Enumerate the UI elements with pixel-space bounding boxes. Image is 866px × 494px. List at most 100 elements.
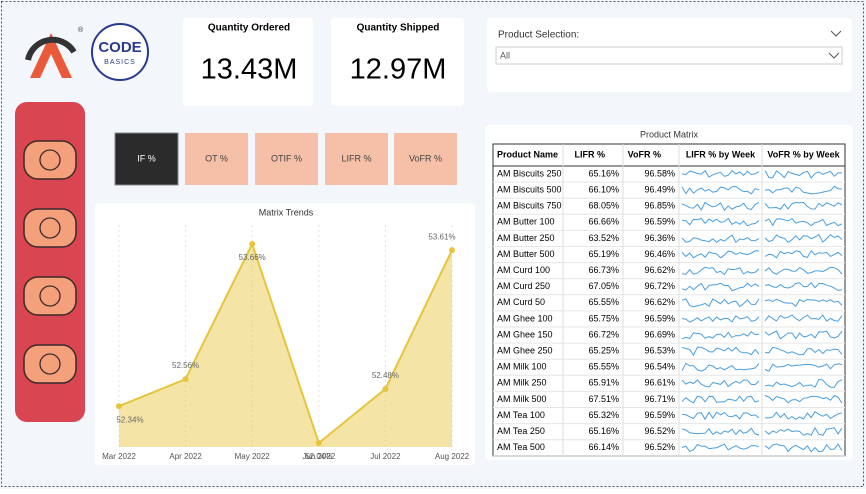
table-cell: AM Biscuits 500 [497, 185, 562, 195]
table-cell: 65.16% [588, 426, 619, 436]
sparkline [681, 411, 760, 421]
dropdown-chevron[interactable] [828, 52, 840, 59]
table-cell: 65.55% [588, 362, 619, 372]
point [249, 241, 256, 247]
nav-icon [39, 149, 61, 171]
metric-button-label: OT % [205, 153, 228, 163]
sparkline [764, 330, 843, 340]
sparkline [681, 315, 760, 323]
sparkline [681, 185, 760, 195]
table-cell: 65.19% [588, 249, 619, 259]
sparkline [681, 169, 760, 178]
slicer-value: All [500, 50, 510, 60]
table-cell: AM Butter 250 [497, 233, 555, 243]
point [449, 247, 455, 254]
data-label: 53.66% [239, 253, 266, 262]
table-cell: 65.32% [588, 410, 619, 420]
sparkline [681, 217, 760, 227]
sparkline [764, 411, 843, 420]
nav-icon [39, 285, 61, 307]
nav-icon [39, 217, 61, 239]
sparkline [764, 266, 843, 275]
point [382, 385, 389, 392]
svg-text:®: ® [78, 26, 84, 34]
logo-text: CODE [98, 39, 141, 56]
sparkline [764, 346, 843, 356]
sparkline [681, 201, 760, 212]
column-header: LIFR % [575, 149, 606, 159]
x-tick-label: May 2022 [235, 452, 271, 461]
table-cell: 96.49% [644, 185, 675, 195]
sparkline [764, 363, 843, 372]
table-cell: 66.14% [588, 442, 619, 452]
metric-button[interactable] [114, 132, 179, 186]
slicer-dropdown[interactable] [495, 46, 843, 65]
sparkline [764, 426, 843, 436]
table-cell: 65.16% [588, 168, 619, 178]
data-label: 52.04% [305, 452, 332, 461]
sparkline [764, 249, 843, 259]
sparkline [681, 427, 760, 436]
table-cell: 66.73% [588, 265, 619, 275]
sparkline [764, 170, 842, 179]
table-cell: 96.85% [644, 201, 675, 211]
table-cell: 96.52% [644, 426, 675, 436]
point [182, 376, 189, 383]
sparkline [764, 314, 843, 322]
metric-button[interactable] [394, 133, 457, 185]
point [116, 403, 122, 410]
table-cell: 66.72% [588, 329, 619, 339]
nav-button[interactable] [23, 276, 77, 316]
metric-button[interactable] [185, 133, 248, 185]
table-cell: AM Tea 250 [497, 426, 545, 436]
sparkline [681, 379, 760, 388]
metric-button-label: OTIF % [271, 153, 302, 163]
column-header: VoFR % [628, 149, 661, 159]
nav-button[interactable] [23, 208, 77, 248]
metric-button[interactable] [325, 133, 388, 185]
data-label: 52.34% [116, 415, 143, 424]
sparkline [681, 362, 760, 372]
table-cell: 96.59% [644, 313, 675, 323]
x-tick-label: Mar 2022 [102, 452, 136, 461]
table-cell: 65.25% [588, 346, 619, 356]
sparkline [764, 378, 843, 388]
sparkline [764, 443, 843, 453]
slicer-chevron[interactable] [830, 30, 842, 37]
nav-button[interactable] [23, 344, 77, 384]
table-cell: AM Tea 100 [497, 410, 545, 420]
table-cell: 96.59% [644, 410, 675, 420]
table-cell: 96.69% [644, 329, 675, 339]
logo-a: ® [25, 26, 84, 78]
sparkline [681, 266, 760, 276]
table-cell: 96.36% [644, 233, 675, 243]
table-cell: AM Ghee 150 [497, 329, 553, 339]
table-cell: 96.46% [644, 249, 675, 259]
table-cell: AM Biscuits 750 [497, 201, 562, 211]
table-cell: AM Butter 500 [497, 249, 555, 259]
chart-title: Matrix Trends [259, 207, 314, 217]
table-cell: AM Butter 100 [497, 217, 555, 227]
nav-button[interactable] [23, 140, 77, 180]
table-cell: AM Curd 250 [497, 281, 550, 291]
metric-button[interactable] [255, 133, 318, 185]
line [118, 241, 453, 445]
x-tick-label: Apr 2022 [169, 452, 202, 461]
table-cell: 96.54% [644, 362, 675, 372]
kpi-card [331, 18, 464, 106]
x-tick-label: Jun 2022 [302, 452, 335, 461]
table-cell: 96.71% [644, 394, 675, 404]
sparkline [681, 331, 760, 340]
sparkline [764, 298, 843, 308]
data-label: 52.48% [372, 371, 399, 380]
table-cell: 96.59% [644, 217, 675, 227]
sparkline [764, 233, 843, 244]
table-cell: 96.62% [644, 265, 675, 275]
x-tick-label: Jul 2022 [370, 452, 401, 461]
table-cell: 96.52% [644, 442, 675, 452]
kpi-value: 12.97M [350, 54, 447, 86]
sparkline [764, 282, 843, 291]
